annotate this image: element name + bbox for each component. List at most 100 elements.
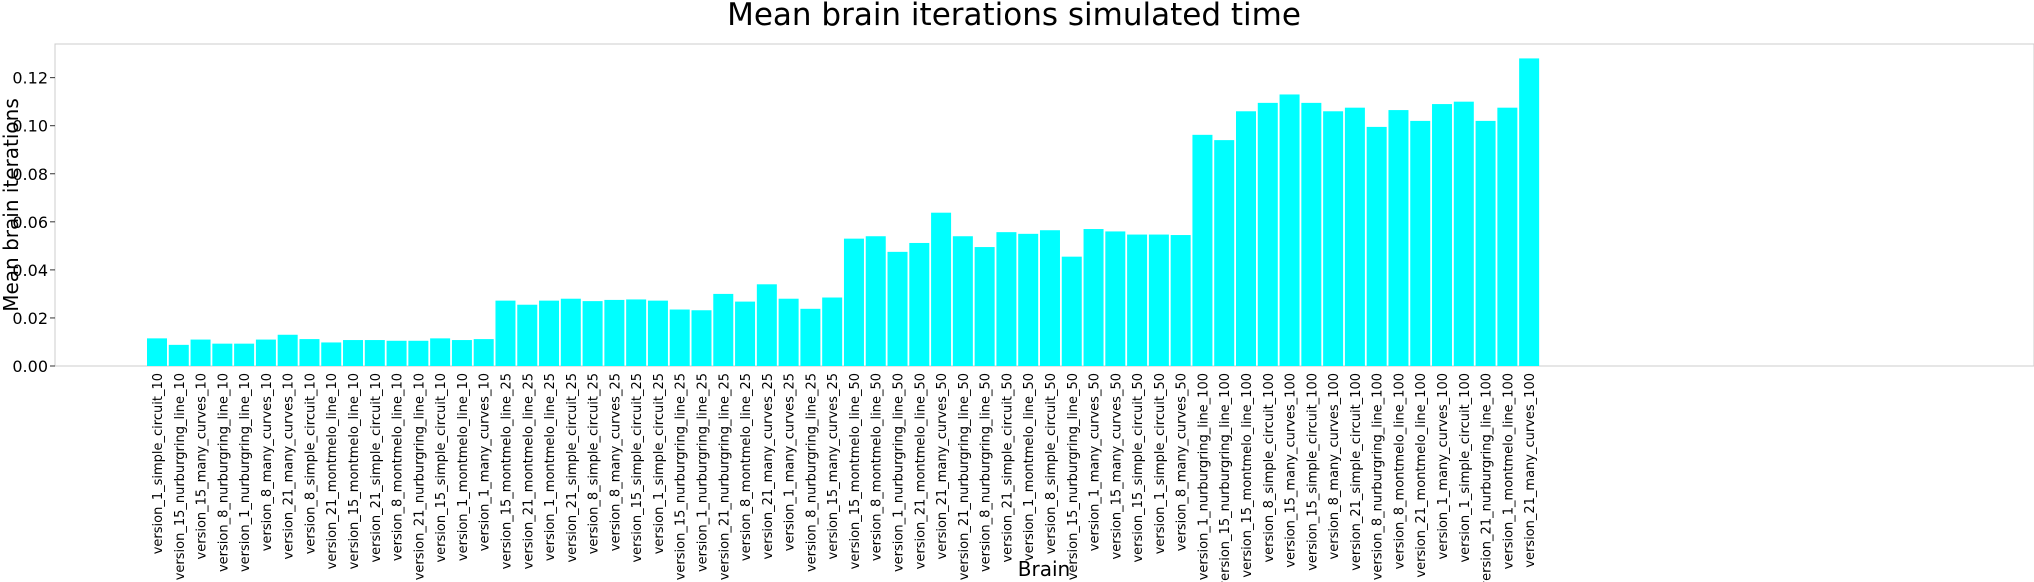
bar-version_15_many_curves_10 [190, 339, 211, 366]
bar-version_15_montmelo_line_50 [843, 238, 864, 366]
x-tick-label: version_15_montmelo_line_100 [1240, 373, 1255, 578]
x-tick-label: version_21_many_curves_10 [282, 373, 297, 559]
bar-version_1_nurburgring_line_50 [887, 251, 908, 366]
x-tick-label: version_21_simple_circuit_10 [369, 373, 384, 563]
x-tick-label: version_15_simple_circuit_100 [1305, 373, 1320, 571]
bar-version_8_nurburgring_line_50 [974, 247, 995, 366]
bar-version_21_nurburgring_line_50 [952, 236, 973, 366]
x-tick-label: version_21_simple_circuit_50 [1000, 373, 1015, 563]
chart-title: Mean brain iterations simulated time [727, 0, 1301, 33]
bar-version_21_simple_circuit_50 [996, 232, 1017, 366]
bar-version_8_simple_circuit_100 [1257, 102, 1278, 366]
bar-version_1_many_curves_10 [473, 339, 494, 366]
bar-version_8_montmelo_line_10 [386, 340, 407, 366]
x-tick-label: version_1_nurburgring_line_50 [892, 373, 907, 572]
bar-version_1_montmelo_line_10 [451, 340, 472, 366]
x-tick-label: version_8_nurburgring_line_100 [1371, 373, 1386, 580]
y-tick-label: 0.06 [12, 213, 48, 232]
bar-version_21_many_curves_25 [756, 284, 777, 366]
bar-version_15_montmelo_line_100 [1236, 111, 1256, 366]
x-tick-label: version_8_simple_circuit_100 [1262, 373, 1277, 563]
bar-version_8_montmelo_line_50 [865, 236, 886, 366]
bar-version_21_nurburgring_line_100 [1475, 120, 1496, 366]
bar-version_21_simple_circuit_25 [560, 298, 581, 366]
bar-version_21_montmelo_line_25 [517, 304, 538, 366]
x-tick-label: version_15_montmelo_line_50 [848, 373, 863, 569]
bar-version_8_simple_circuit_10 [299, 339, 320, 366]
bar-version_15_nurburgring_line_25 [669, 309, 690, 366]
bar-version_15_many_curves_100 [1279, 94, 1300, 367]
y-tick-label: 0.08 [12, 165, 48, 184]
bar-version_21_many_curves_100 [1519, 58, 1540, 367]
x-tick-label: version_21_nurburgring_line_25 [717, 373, 732, 580]
x-tick-label: version_21_nurburgring_line_50 [957, 373, 972, 580]
x-tick-label: version_21_montmelo_line_100 [1414, 373, 1429, 578]
bar-version_1_many_curves_50 [1083, 229, 1104, 366]
x-tick-label: version_21_nurburgring_line_100 [1480, 373, 1495, 582]
bar-version_21_many_curves_50 [931, 212, 952, 366]
y-axis: 0.00 0.02 0.04 0.06 0.08 0.10 0.12 [12, 69, 55, 376]
x-tick-label: version_21_montmelo_line_25 [521, 373, 536, 569]
x-tick-label: version_21_montmelo_line_50 [913, 373, 928, 569]
bar-version_1_simple_circuit_10 [147, 338, 167, 366]
x-tick-label: version_8_montmelo_line_25 [739, 373, 754, 561]
x-tick-label: version_15_simple_circuit_25 [630, 373, 645, 563]
bar-version_1_simple_circuit_50 [1148, 234, 1169, 366]
bar-version_21_montmelo_line_100 [1410, 120, 1431, 366]
bar-version_15_many_curves_25 [822, 297, 843, 366]
bar-version_1_many_curves_100 [1432, 104, 1453, 367]
bar-version_8_simple_circuit_25 [582, 301, 603, 366]
bar-version_1_nurburgring_line_25 [691, 310, 712, 366]
x-tick-label: version_21_simple_circuit_25 [565, 373, 580, 563]
x-tick-label: version_1_many_curves_50 [1088, 373, 1103, 551]
bar-version_1_nurburgring_line_10 [234, 343, 255, 366]
bar-version_21_montmelo_line_50 [909, 242, 930, 366]
bar-version_1_many_curves_25 [778, 298, 799, 366]
bar-version_21_nurburgring_line_10 [408, 340, 429, 366]
bar-version_15_simple_circuit_25 [626, 299, 647, 366]
x-tick-label: version_1_montmelo_line_100 [1501, 373, 1516, 569]
x-tick-label: version_8_montmelo_line_50 [870, 373, 885, 561]
y-axis-title: Mean brain iterations [0, 98, 23, 312]
bar-version_8_many_curves_100 [1323, 111, 1344, 366]
x-tick-label: version_15_many_curves_10 [195, 373, 210, 559]
bar-version_15_many_curves_50 [1105, 231, 1126, 366]
bar-version_8_many_curves_25 [604, 299, 625, 366]
x-tick-label: version_21_many_curves_100 [1523, 373, 1538, 568]
bar-version_8_many_curves_10 [255, 339, 276, 366]
x-tick-label: version_21_many_curves_50 [935, 373, 950, 559]
bar-version_8_montmelo_line_25 [735, 301, 756, 366]
x-tick-label: version_8_montmelo_line_10 [391, 373, 406, 561]
x-tick-label: version_1_montmelo_line_25 [543, 373, 558, 561]
y-tick-label: 0.10 [12, 117, 48, 136]
x-tick-label: version_15_nurburgring_line_50 [1066, 373, 1081, 580]
x-tick-label: version_15_nurburgring_line_25 [674, 373, 689, 580]
x-tick-label: version_8_many_curves_10 [260, 373, 275, 551]
x-tick-label: version_21_many_curves_25 [761, 373, 776, 559]
bar-version_15_simple_circuit_100 [1301, 102, 1322, 366]
bar-version_15_montmelo_line_10 [343, 340, 364, 366]
bar-version_15_nurburgring_line_100 [1214, 140, 1235, 366]
x-tick-label: version_1_many_curves_10 [478, 373, 493, 551]
x-tick-label: version_1_many_curves_25 [783, 373, 798, 551]
x-tick-label: version_8_nurburgring_line_50 [979, 373, 994, 572]
x-tick-label: version_15_montmelo_line_25 [499, 373, 514, 569]
x-tick-label: version_8_many_curves_100 [1327, 373, 1342, 559]
x-tick-label: version_1_nurburgring_line_10 [238, 373, 253, 572]
bar-version_8_nurburgring_line_100 [1366, 126, 1387, 366]
bars-group [147, 58, 1540, 367]
bar-version_8_nurburgring_line_25 [800, 308, 821, 366]
x-tick-label: version_1_simple_circuit_50 [1153, 373, 1168, 554]
bar-version_21_nurburgring_line_25 [713, 293, 734, 366]
y-tick-label: 0.04 [12, 261, 48, 280]
bar-version_15_nurburgring_line_10 [168, 344, 189, 366]
bar-version_21_simple_circuit_100 [1344, 107, 1365, 366]
x-tick-label: version_8_montmelo_line_100 [1392, 373, 1407, 569]
bar-version_21_montmelo_line_10 [321, 342, 342, 366]
y-tick-label: 0.00 [12, 357, 48, 376]
x-tick-label: version_21_simple_circuit_100 [1349, 373, 1364, 571]
bar-version_15_simple_circuit_10 [430, 338, 451, 366]
x-tick-label: version_1_many_curves_100 [1436, 373, 1451, 559]
x-tick-label: version_15_simple_circuit_10 [434, 373, 449, 563]
x-axis-title: Brain [1018, 557, 1070, 581]
